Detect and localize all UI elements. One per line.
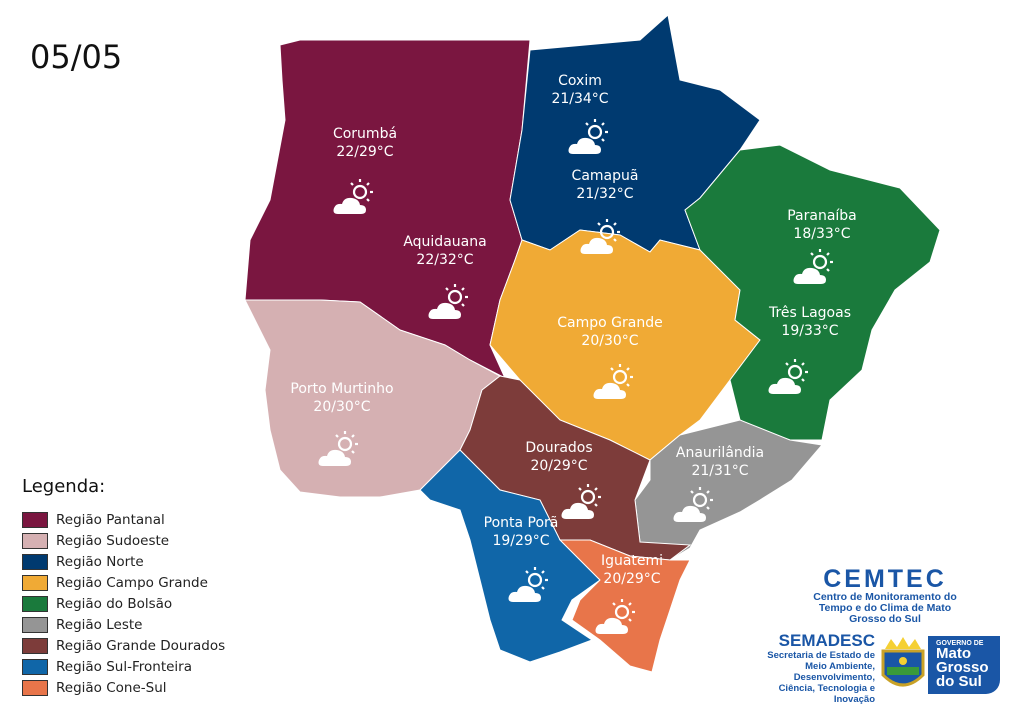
city-forecast: Dourados 20/29°C (525, 439, 592, 475)
semadesc-logo-subtitle: Secretaria de Estado de Meio Ambiente, D… (767, 650, 875, 705)
city-temperature: 21/34°C (551, 91, 609, 107)
city-forecast: Porto Murtinho 20/30°C (290, 380, 393, 416)
legend-swatch (22, 637, 48, 654)
city-temperature: 21/32°C (576, 186, 634, 202)
city-forecast: Anaurilândia 21/31°C (676, 444, 764, 480)
legend-item: Região Norte (22, 551, 225, 572)
forecast-date: 05/05 (30, 38, 123, 76)
legend-label: Região Leste (56, 616, 143, 633)
legend-item: Região Grande Dourados (22, 635, 225, 656)
sun-cloud-icon (672, 486, 718, 530)
legend-item: Região Campo Grande (22, 572, 225, 593)
government-logo-small: GOVERNO DE (936, 640, 984, 647)
city-temperature: 21/31°C (691, 463, 749, 479)
legend-item: Região Sul-Fronteira (22, 656, 225, 677)
sun-cloud-icon (594, 598, 640, 642)
city-name: Três Lagoas (768, 305, 852, 321)
city-name: Camapuã (571, 168, 639, 184)
sun-cloud-icon (332, 178, 378, 222)
legend-label: Região Grande Dourados (56, 637, 226, 654)
city-temperature: 20/30°C (313, 399, 371, 415)
legend-label: Região Sudoeste (56, 532, 170, 549)
legend-label: Região Norte (56, 553, 144, 570)
sun-cloud-icon (317, 430, 363, 474)
city-name: Campo Grande (557, 315, 663, 331)
city-forecast: Aquidauana 22/32°C (403, 233, 486, 269)
region-regi-o-do-bols-o (684, 144, 941, 441)
legend-item: Região Sudoeste (22, 530, 225, 551)
sun-cloud-icon (579, 218, 625, 262)
city-temperature: 20/29°C (530, 458, 588, 474)
sun-cloud-icon (792, 248, 838, 292)
legend-label: Região do Bolsão (56, 595, 173, 612)
city-temperature: 19/29°C (492, 533, 550, 549)
legend-swatch (22, 553, 48, 570)
city-temperature: 22/32°C (416, 252, 474, 268)
city-temperature: 18/33°C (793, 226, 851, 242)
city-temperature: 20/30°C (581, 333, 639, 349)
city-forecast: Coxim 21/34°C (551, 72, 608, 108)
city-forecast: Campo Grande 20/30°C (557, 314, 662, 350)
city-name: Anaurilândia (675, 445, 765, 461)
city-name: Ponta Porã (483, 515, 559, 531)
legend-swatch (22, 511, 48, 528)
sun-cloud-icon (567, 118, 613, 162)
legend-label: Região Campo Grande (56, 574, 208, 591)
sun-cloud-icon (592, 363, 638, 407)
city-name: Paranaíba (787, 208, 857, 224)
legend-label: Região Cone-Sul (56, 679, 167, 696)
government-logo: GOVERNO DE Mato Grosso do Sul (928, 636, 1000, 694)
city-name: Porto Murtinho (290, 381, 394, 397)
sun-cloud-icon (427, 283, 473, 327)
cemtec-logo-subtitle: Centro de Monitoramento do Tempo e do Cl… (813, 591, 957, 625)
city-temperature: 19/33°C (781, 323, 839, 339)
city-forecast: Paranaíba 18/33°C (787, 207, 857, 243)
semadesc-logo: SEMADESC Secretaria de Estado de Meio Am… (760, 631, 875, 706)
city-forecast: Corumbá 22/29°C (333, 125, 397, 161)
city-forecast: Iguatemi 20/29°C (601, 552, 663, 588)
legend-item: Região Pantanal (22, 509, 225, 530)
legend-swatch (22, 658, 48, 675)
state-crest-icon (881, 637, 925, 687)
legend: Legenda: Região Pantanal Região Sudoeste R… (22, 476, 225, 698)
region-regi-o-sul-fronteira (419, 449, 601, 663)
city-forecast: Três Lagoas 19/33°C (769, 304, 851, 340)
legend-item: Região do Bolsão (22, 593, 225, 614)
legend-title: Legenda: (22, 476, 106, 497)
cemtec-logo: CEMTEC Centro de Monitoramento do Tempo … (810, 566, 960, 625)
city-forecast: Ponta Porã 19/29°C (484, 514, 559, 550)
government-logo-text: Mato Grosso do Sul (936, 645, 989, 690)
city-name: Corumbá (332, 126, 398, 142)
legend-swatch (22, 595, 48, 612)
city-name: Dourados (525, 440, 593, 456)
sun-cloud-icon (507, 566, 553, 610)
legend-swatch (22, 679, 48, 696)
legend-item: Região Leste (22, 614, 225, 635)
semadesc-logo-text: SEMADESC (778, 631, 875, 650)
legend-swatch (22, 574, 48, 591)
legend-item: Região Cone-Sul (22, 677, 225, 698)
city-name: Coxim (558, 73, 602, 89)
city-name: Aquidauana (403, 234, 487, 250)
sun-cloud-icon (767, 358, 813, 402)
cemtec-logo-text: CEMTEC (823, 565, 947, 593)
city-name: Iguatemi (600, 553, 664, 569)
city-temperature: 20/29°C (603, 571, 661, 587)
legend-swatch (22, 616, 48, 633)
city-temperature: 22/29°C (336, 144, 394, 160)
legend-label: Região Pantanal (56, 511, 165, 528)
legend-label: Região Sul-Fronteira (56, 658, 192, 675)
legend-swatch (22, 532, 48, 549)
city-forecast: Camapuã 21/32°C (572, 167, 639, 203)
sun-cloud-icon (560, 483, 606, 527)
